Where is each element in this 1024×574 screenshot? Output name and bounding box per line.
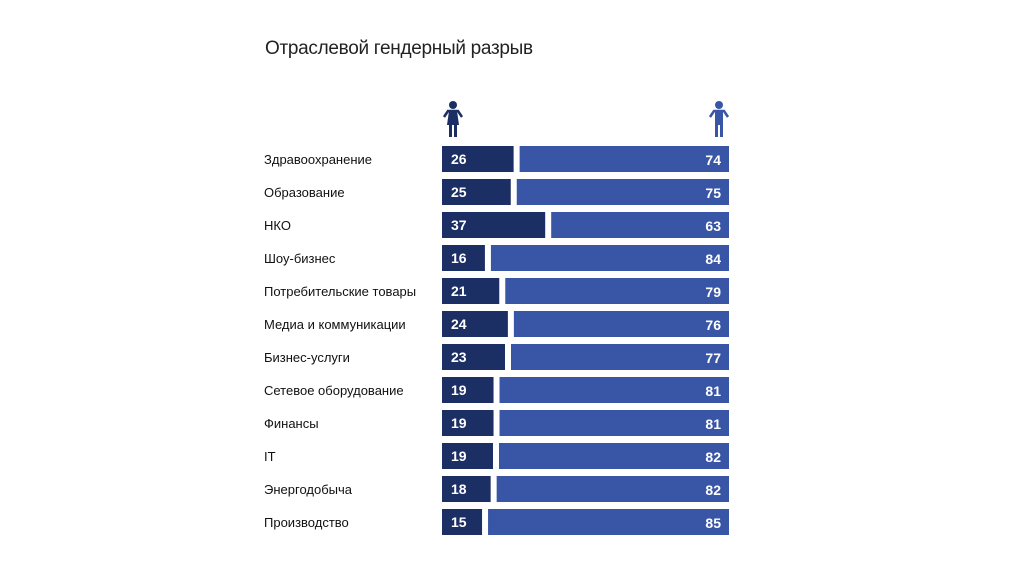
value-label-male: 81: [705, 383, 721, 399]
value-label-female: 24: [451, 316, 467, 332]
value-label-male: 82: [705, 449, 721, 465]
bar-male: [499, 377, 729, 403]
value-label-male: 79: [705, 284, 721, 300]
value-label-female: 23: [451, 349, 467, 365]
value-label-male: 74: [705, 152, 721, 168]
bar-male: [490, 245, 729, 271]
bar-female: [442, 179, 511, 205]
bar-male: [551, 212, 729, 238]
bar-male: [511, 344, 729, 370]
value-label-female: 15: [451, 514, 467, 530]
bar-female: [442, 476, 491, 502]
value-label-male: 76: [705, 317, 721, 333]
male-icon: [708, 101, 730, 137]
category-label: Здравоохранение: [264, 152, 372, 167]
bar-female: [442, 311, 508, 337]
bar-male: [488, 509, 729, 535]
bar-male: [519, 146, 729, 172]
value-label-male: 77: [705, 350, 721, 366]
category-label: Энергодобыча: [264, 482, 353, 497]
value-label-female: 37: [451, 217, 467, 233]
category-label: Образование: [264, 185, 345, 200]
category-label: IT: [264, 449, 276, 464]
value-label-male: 84: [705, 251, 721, 267]
category-label: Сетевое оборудование: [264, 383, 404, 398]
value-label-female: 19: [451, 382, 467, 398]
chart-title: Отраслевой гендерный разрыв: [265, 38, 533, 59]
value-label-male: 75: [705, 185, 721, 201]
value-label-male: 63: [705, 218, 721, 234]
bar-female: [442, 410, 494, 436]
value-label-male: 81: [705, 416, 721, 432]
bar-female: [442, 245, 485, 271]
category-label: Финансы: [264, 416, 319, 431]
category-label: Производство: [264, 515, 349, 530]
value-label-male: 82: [705, 482, 721, 498]
bar-female: [442, 146, 514, 172]
bar-male: [499, 410, 729, 436]
bar-male: [496, 476, 729, 502]
bar-female: [442, 509, 483, 535]
bar-male: [513, 311, 729, 337]
value-label-female: 19: [451, 415, 467, 431]
category-label: Потребительские товары: [264, 284, 416, 299]
category-label: НКО: [264, 218, 291, 233]
value-label-female: 16: [451, 250, 467, 266]
female-icon: [442, 101, 464, 137]
value-label-female: 25: [451, 184, 467, 200]
bar-female: [442, 344, 506, 370]
bar-male: [516, 179, 729, 205]
value-label-female: 26: [451, 151, 467, 167]
value-label-female: 21: [451, 283, 467, 299]
category-label: Медиа и коммуникации: [264, 317, 406, 332]
bar-female: [442, 443, 493, 469]
category-label: Шоу-бизнес: [264, 251, 336, 266]
value-label-female: 19: [451, 448, 467, 464]
bar-female: [442, 212, 546, 238]
bar-female: [442, 377, 494, 403]
bar-male: [505, 278, 729, 304]
value-label-male: 85: [705, 515, 721, 531]
bar-female: [442, 278, 500, 304]
category-label: Бизнес-услуги: [264, 350, 350, 365]
value-label-female: 18: [451, 481, 467, 497]
bar-male: [498, 443, 729, 469]
